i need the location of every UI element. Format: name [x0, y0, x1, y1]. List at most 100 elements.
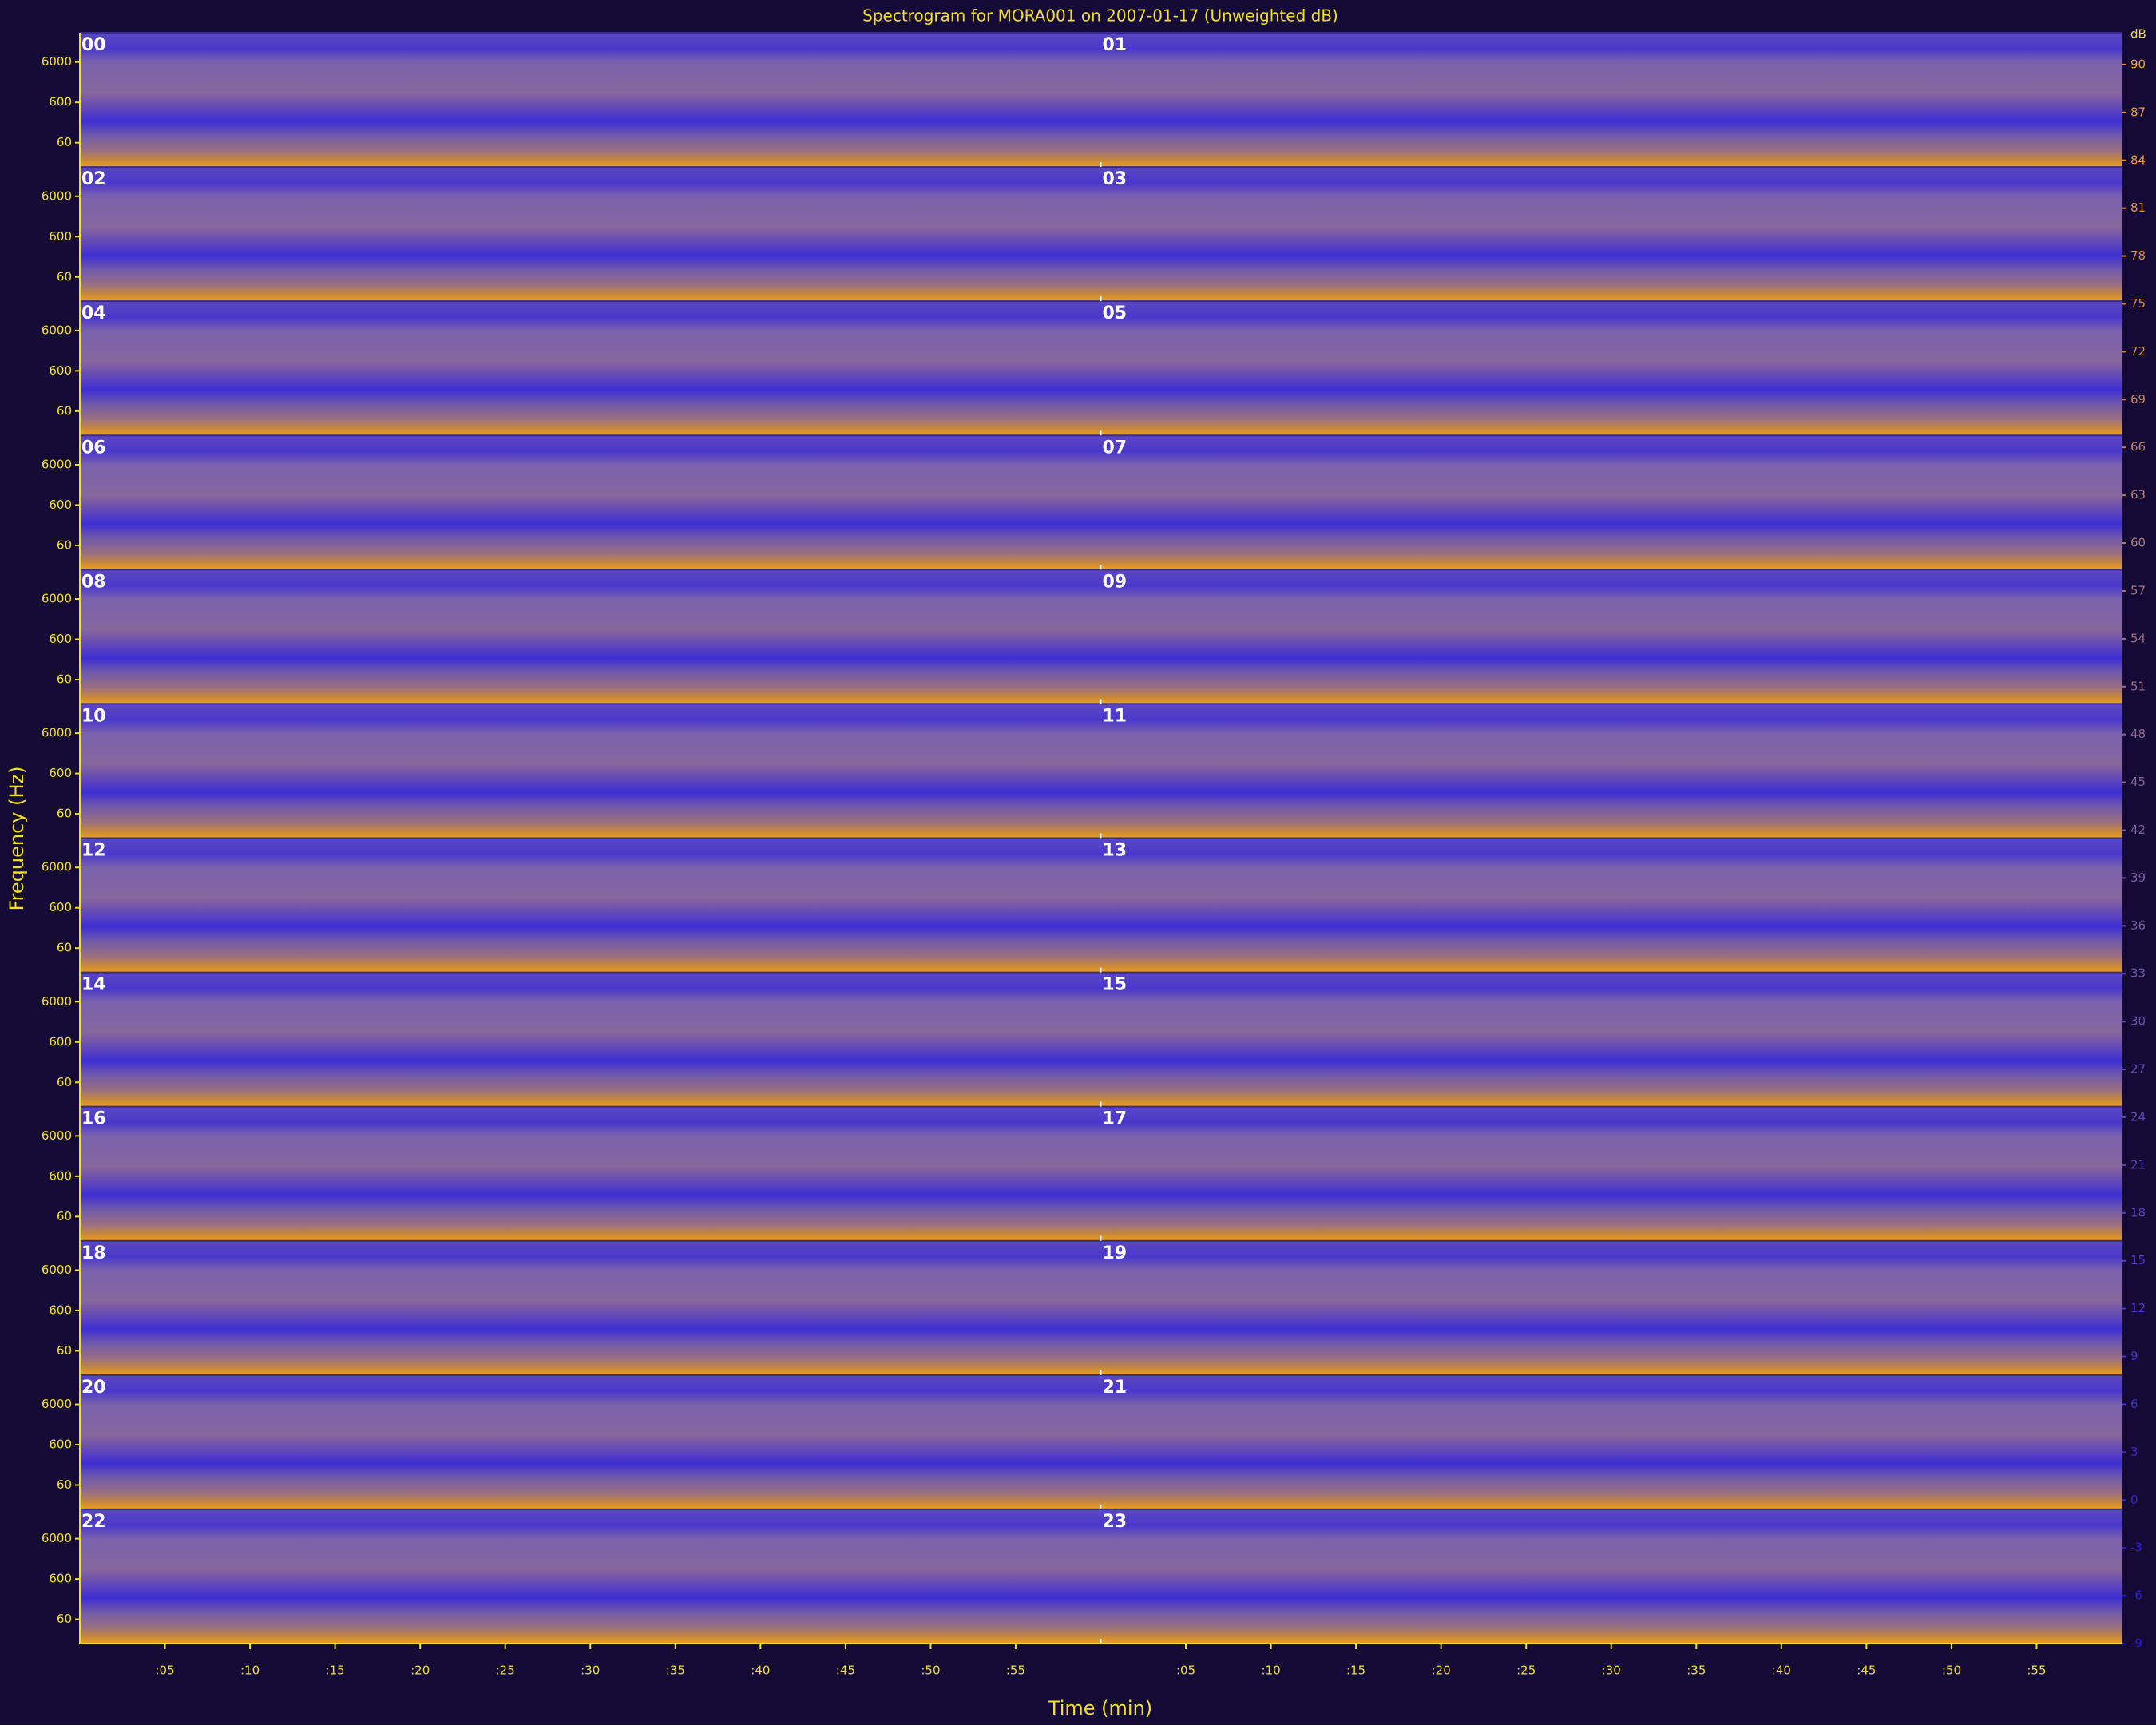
colorbar-tick-label: -3 [2130, 1541, 2142, 1555]
spectrogram-row [80, 1374, 2122, 1509]
y-axis-label: Frequency (Hz) [6, 767, 28, 911]
colorbar-tick-label: 60 [2130, 536, 2146, 550]
spectrogram-row [80, 972, 2122, 1107]
hour-label: 20 [81, 1378, 106, 1398]
y-tick-label: 60 [57, 1209, 72, 1223]
colorbar-tick-label: 69 [2130, 392, 2146, 406]
spectrogram-row [80, 1106, 2122, 1241]
x-tick-label: :30 [581, 1664, 600, 1678]
colorbar-tick-label: 12 [2130, 1301, 2146, 1315]
x-tick-label: :40 [1772, 1664, 1791, 1678]
x-tick-label: :55 [2027, 1664, 2046, 1678]
x-tick-label: :20 [1432, 1664, 1451, 1678]
hour-label: 10 [81, 706, 106, 726]
y-tick-label: 600 [49, 363, 72, 378]
hour-label: 23 [1103, 1512, 1128, 1532]
colorbar-tick-label: 51 [2130, 679, 2146, 693]
colorbar-tick-label: 18 [2130, 1205, 2146, 1219]
hour-label: 04 [81, 303, 106, 323]
colorbar-tick-label: 24 [2130, 1109, 2146, 1124]
y-tick-label: 60 [57, 537, 72, 552]
hour-label: 18 [81, 1243, 106, 1263]
y-tick-label: 600 [49, 1034, 72, 1049]
hour-label: 07 [1103, 438, 1128, 458]
hour-label: 17 [1103, 1109, 1128, 1129]
x-tick-label: :50 [1942, 1664, 1961, 1678]
colorbar-tick-label: 33 [2130, 966, 2146, 981]
colorbar-tick-label: -6 [2130, 1588, 2142, 1603]
x-tick-label: :05 [155, 1664, 174, 1678]
colorbar-tick-label: 72 [2130, 344, 2146, 359]
colorbar-tick-label: 6 [2130, 1397, 2138, 1411]
hour-label: 00 [81, 35, 106, 55]
y-tick-label: 60 [57, 941, 72, 955]
colorbar-tick-label: 9 [2130, 1349, 2138, 1363]
colorbar-tick-label: 0 [2130, 1493, 2138, 1507]
colorbar-tick-label: 15 [2130, 1253, 2146, 1267]
x-tick-label: :40 [751, 1664, 770, 1678]
colorbar-tick-label: 36 [2130, 918, 2146, 933]
y-tick-label: 6000 [42, 860, 72, 874]
hour-label: 12 [81, 841, 106, 861]
colorbar-tick-label: 39 [2130, 870, 2146, 885]
spectrogram-row [80, 1240, 2122, 1375]
colorbar-tick-label: 30 [2130, 1014, 2146, 1029]
colorbar-tick-label: 27 [2130, 1062, 2146, 1077]
hour-label: 15 [1103, 975, 1128, 995]
spectrogram-area [80, 32, 2122, 1644]
y-tick-label: 6000 [42, 1128, 72, 1143]
y-tick-label: 6000 [42, 592, 72, 606]
x-tick-label: :35 [666, 1664, 685, 1678]
y-tick-label: 600 [49, 1572, 72, 1586]
colorbar-tick-label: 90 [2130, 57, 2146, 71]
x-tick-label: :25 [496, 1664, 515, 1678]
y-tick-label: 6000 [42, 323, 72, 337]
colorbar-tick-label: 42 [2130, 823, 2146, 837]
x-tick-label: :10 [1262, 1664, 1281, 1678]
hour-label: 02 [81, 169, 106, 189]
y-tick-label: 60 [57, 269, 72, 284]
x-tick-label: :50 [921, 1664, 940, 1678]
y-tick-label: 600 [49, 498, 72, 512]
hour-label: 05 [1103, 303, 1128, 323]
y-tick-label: 600 [49, 229, 72, 244]
y-tick-label: 60 [57, 135, 72, 149]
y-tick-label: 600 [49, 1168, 72, 1183]
colorbar-tick-label: 3 [2130, 1445, 2138, 1459]
spectrogram-row [80, 569, 2122, 704]
colorbar-tick-label: 84 [2130, 153, 2146, 167]
y-tick-label: 6000 [42, 54, 72, 69]
hour-label: 03 [1103, 169, 1128, 189]
hour-label: 13 [1103, 841, 1128, 861]
hour-label: 09 [1103, 572, 1128, 592]
y-tick-label: 6000 [42, 726, 72, 740]
y-tick-label: 600 [49, 900, 72, 914]
y-tick-label: 60 [57, 1343, 72, 1358]
spectrogram-row [80, 1509, 2122, 1644]
colorbar-tick-label: 87 [2130, 105, 2146, 119]
x-tick-label: :15 [1346, 1664, 1365, 1678]
colorbar-tick-label: 66 [2130, 440, 2146, 454]
hour-label: 11 [1103, 706, 1128, 726]
y-tick-label: 600 [49, 1438, 72, 1452]
x-tick-label: :30 [1602, 1664, 1621, 1678]
y-tick-label: 60 [57, 403, 72, 418]
chart-title: Spectrogram for MORA001 on 2007-01-17 (U… [862, 6, 1338, 26]
hour-label: 14 [81, 975, 106, 995]
y-tick-label: 600 [49, 95, 72, 109]
colorbar-tick-label: 81 [2130, 200, 2146, 215]
hour-label: 16 [81, 1109, 106, 1129]
spectrogram-row [80, 435, 2122, 570]
hour-label: 06 [81, 438, 106, 458]
spectrogram-row [80, 838, 2122, 973]
y-tick-label: 600 [49, 1303, 72, 1317]
colorbar-tick-label: 54 [2130, 631, 2146, 645]
x-tick-label: :20 [410, 1664, 430, 1678]
hour-label: 08 [81, 572, 106, 592]
y-tick-label: 60 [57, 1477, 72, 1492]
x-tick-label: :45 [836, 1664, 855, 1678]
x-tick-label: :55 [1006, 1664, 1025, 1678]
hour-label: 19 [1103, 1243, 1128, 1263]
